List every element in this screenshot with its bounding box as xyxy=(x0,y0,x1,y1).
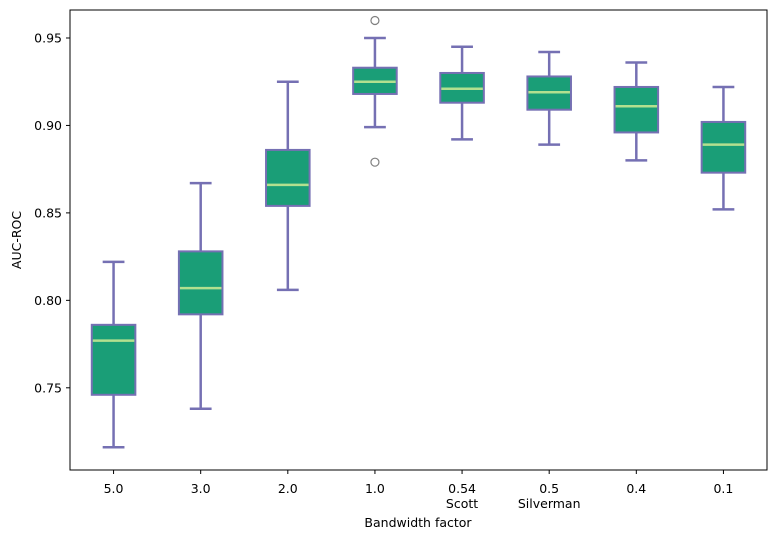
outlier-point xyxy=(370,15,380,26)
box-4 xyxy=(352,15,398,167)
y-tick-label: 0.75 xyxy=(34,380,62,395)
x-tick-label: 2.0 xyxy=(278,481,298,496)
box-1 xyxy=(90,260,137,449)
x-tick-sublabel: Silverman xyxy=(518,496,581,511)
box-3 xyxy=(265,80,311,292)
box-8 xyxy=(700,85,747,211)
x-tick-label: 0.4 xyxy=(626,481,646,496)
iqr-box xyxy=(613,85,660,134)
box-2 xyxy=(177,181,224,411)
y-tick-label: 0.85 xyxy=(34,205,62,220)
y-tick-label: 0.90 xyxy=(34,118,62,133)
y-axis: 0.75 0.80 0.85 0.90 0.95 xyxy=(34,30,70,395)
outlier-point xyxy=(370,157,380,167)
box-5 xyxy=(439,45,485,141)
iqr-box xyxy=(90,323,137,396)
x-tick-label: 3.0 xyxy=(191,481,211,496)
box-series xyxy=(90,15,747,449)
box-7 xyxy=(613,61,660,162)
x-tick-label: 0.1 xyxy=(713,481,733,496)
x-tick-label: 1.0 xyxy=(365,481,385,496)
iqr-box xyxy=(265,148,311,207)
y-axis-label: AUC-ROC xyxy=(9,211,24,269)
plot-area xyxy=(69,9,768,471)
x-tick-sublabel: Scott xyxy=(446,496,478,511)
x-axis-label: Bandwidth factor xyxy=(364,515,472,530)
x-tick-label: 0.5 xyxy=(539,481,559,496)
y-tick-label: 0.80 xyxy=(34,293,62,308)
y-tick-label: 0.95 xyxy=(34,30,62,45)
iqr-box xyxy=(177,250,224,316)
iqr-box xyxy=(700,120,747,174)
x-tick-label: 0.54 xyxy=(448,481,476,496)
x-tick-label: 5.0 xyxy=(104,481,124,496)
box-6 xyxy=(526,50,572,146)
